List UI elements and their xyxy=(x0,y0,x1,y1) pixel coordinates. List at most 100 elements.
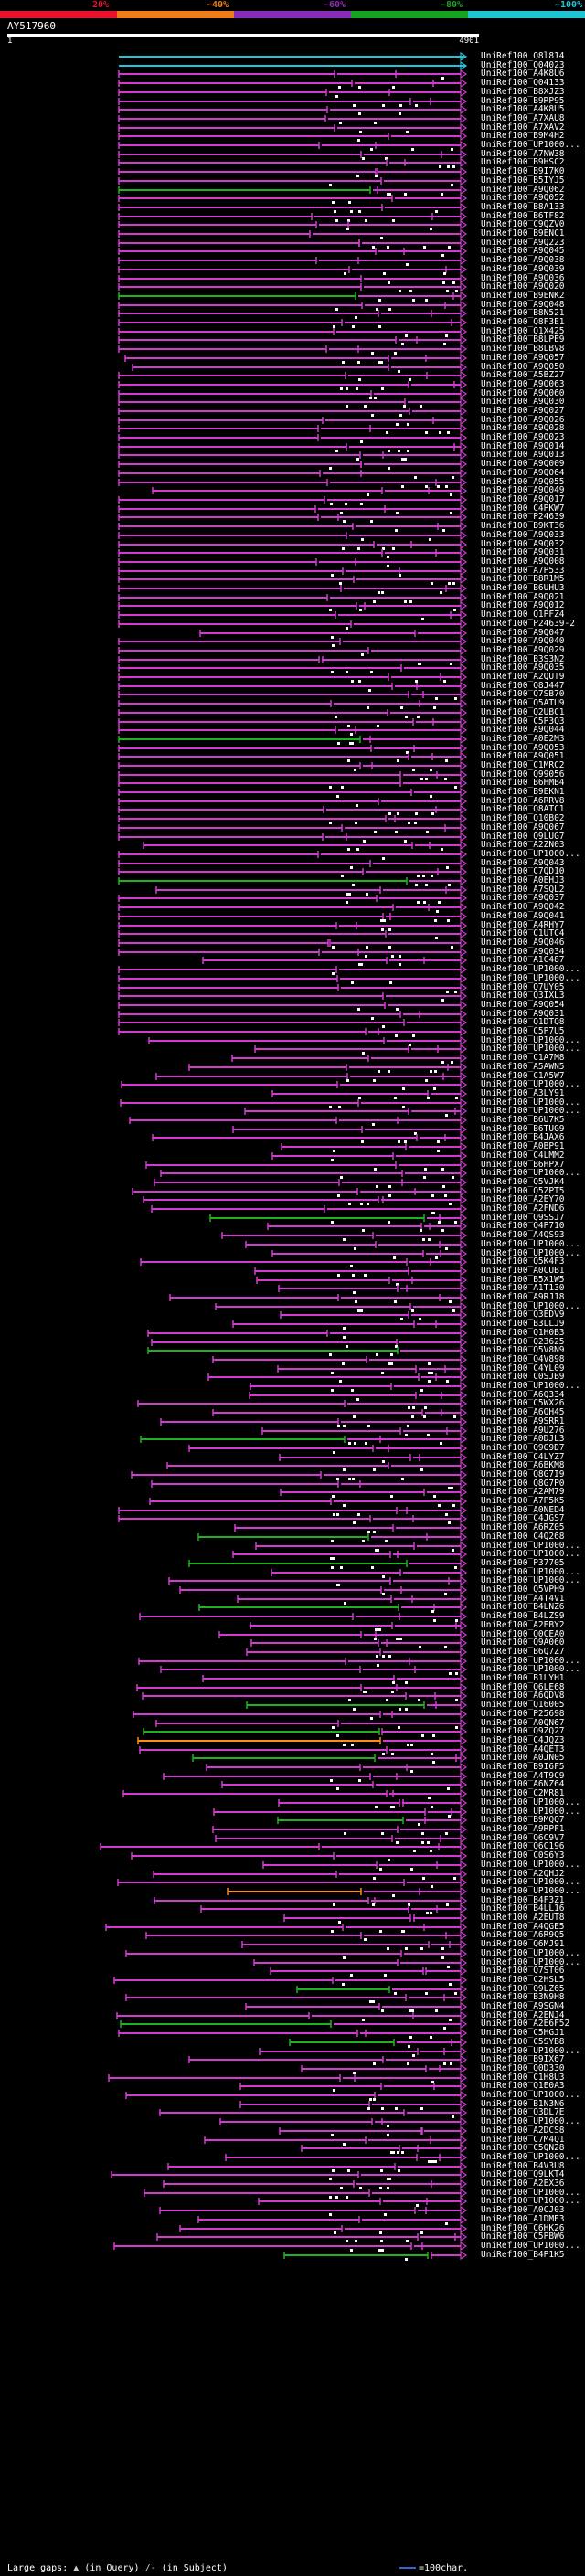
hit-link[interactable]: UniRef100_A9Q053 xyxy=(481,743,565,753)
hit-link[interactable]: UniRef100_B6UHU3 xyxy=(481,583,565,593)
hit-link[interactable]: UniRef100_A9Q067 xyxy=(481,822,565,832)
hit-link[interactable]: UniRef100_UP1000... xyxy=(481,1541,580,1551)
hit-link[interactable]: UniRef100_A4K8U6 xyxy=(481,69,565,79)
hit-link[interactable]: UniRef100_UP1000... xyxy=(481,2152,580,2162)
hit-link[interactable]: UniRef100_C5P3Q3 xyxy=(481,716,565,726)
hit-link[interactable]: UniRef100_A9RPF1 xyxy=(481,1824,565,1834)
hit-link[interactable]: UniRef100_A9Q032 xyxy=(481,539,565,549)
hit-link[interactable]: UniRef100_B9RP95 xyxy=(481,96,565,106)
hit-link[interactable]: UniRef100_A0CJ03 xyxy=(481,2205,565,2215)
hit-link[interactable]: UniRef100_C4PKW7 xyxy=(481,504,565,514)
hit-link[interactable]: UniRef100_C6HK26 xyxy=(481,2223,565,2233)
hit-link[interactable]: UniRef100_Q5VPH9 xyxy=(481,1585,565,1595)
hit-link[interactable]: UniRef100_A9Q034 xyxy=(481,947,565,957)
hit-link[interactable]: UniRef100_A9Q017 xyxy=(481,494,565,504)
hit-link[interactable]: UniRef100_UP1000... xyxy=(481,140,580,150)
hit-link[interactable]: UniRef100_A7XAV2 xyxy=(481,122,565,133)
hit-link[interactable]: UniRef100_B9MQQ7 xyxy=(481,1815,565,1825)
hit-link[interactable]: UniRef100_A9Q009 xyxy=(481,459,565,469)
hit-link[interactable]: UniRef100_A1DME3 xyxy=(481,2214,565,2224)
hit-link[interactable]: UniRef100_B5IYJ5 xyxy=(481,175,565,186)
hit-link[interactable]: UniRef100_C1A7M8 xyxy=(481,1053,565,1063)
hit-link[interactable]: UniRef100_Q9LKT4 xyxy=(481,2169,565,2179)
hit-link[interactable]: UniRef100_A9Q036 xyxy=(481,273,565,283)
hit-link[interactable]: UniRef100_B6TF82 xyxy=(481,211,565,221)
hit-link[interactable]: UniRef100_UP1000... xyxy=(481,2090,580,2100)
hit-link[interactable]: UniRef100_UP1000... xyxy=(481,1877,580,1887)
hit-link[interactable]: UniRef100_B9ENK2 xyxy=(481,291,565,301)
hit-link[interactable]: UniRef100_A2EY70 xyxy=(481,1194,565,1204)
hit-link[interactable]: UniRef100_A9Q223 xyxy=(481,238,565,248)
hit-link[interactable]: UniRef100_A9Q037 xyxy=(481,893,565,903)
hit-link[interactable]: UniRef100_A9U276 xyxy=(481,1426,565,1436)
hit-link[interactable]: UniRef100_A9SGN4 xyxy=(481,2001,565,2011)
hit-link[interactable]: UniRef100_Q6LE68 xyxy=(481,1682,565,1692)
hit-link[interactable]: UniRef100_C5SYB8 xyxy=(481,2037,565,2047)
hit-link[interactable]: UniRef100_Q04133 xyxy=(481,78,565,88)
hit-link[interactable]: UniRef100_Q7ST06 xyxy=(481,1966,565,1976)
hit-link[interactable]: UniRef100_B8N521 xyxy=(481,308,565,318)
hit-link[interactable]: UniRef100_Q8l814 xyxy=(481,51,565,61)
hit-link[interactable]: UniRef100_A9Q031 xyxy=(481,1009,565,1019)
hit-link[interactable]: UniRef100_A6QH45 xyxy=(481,1407,565,1417)
hit-link[interactable]: UniRef100_UP1000... xyxy=(481,1957,580,1967)
hit-link[interactable]: UniRef100_A9Q057 xyxy=(481,353,565,363)
hit-link[interactable]: UniRef100_A9Q008 xyxy=(481,557,565,567)
hit-link[interactable]: UniRef100_A7NW38 xyxy=(481,149,565,159)
hit-link[interactable]: UniRef100_UP1000... xyxy=(481,1106,580,1116)
hit-link[interactable]: UniRef100_Q1DTQ8 xyxy=(481,1017,565,1027)
hit-link[interactable]: UniRef100_Q2UBC1 xyxy=(481,707,565,717)
hit-link[interactable]: UniRef100_A2EX36 xyxy=(481,2178,565,2189)
hit-link[interactable]: UniRef100_A9Q050 xyxy=(481,362,565,372)
hit-link[interactable]: UniRef100_A7XAU8 xyxy=(481,113,565,123)
hit-link[interactable]: UniRef100_B9IX67 xyxy=(481,2054,565,2064)
hit-link[interactable]: UniRef100_Q6C196 xyxy=(481,1841,565,1851)
hit-link[interactable]: UniRef100_A0JN05 xyxy=(481,1753,565,1763)
hit-link[interactable]: UniRef100_A9Q042 xyxy=(481,902,565,912)
hit-link[interactable]: UniRef100_A9Q041 xyxy=(481,911,565,921)
hit-link[interactable]: UniRef100_C1H8U3 xyxy=(481,2072,565,2083)
hit-link[interactable]: UniRef100_UP1000... xyxy=(481,2116,580,2126)
hit-link[interactable]: UniRef100_Q5VJK4 xyxy=(481,1177,565,1187)
hit-link[interactable]: UniRef100_B4V3U8 xyxy=(481,2161,565,2171)
hit-link[interactable]: UniRef100_P25698 xyxy=(481,1709,565,1719)
hit-link[interactable]: UniRef100_A6Q334 xyxy=(481,1390,565,1400)
hit-link[interactable]: UniRef100_A0QN67 xyxy=(481,1718,565,1728)
hit-link[interactable]: UniRef100_UP1000... xyxy=(481,2241,580,2251)
hit-link[interactable]: UniRef100_UP1000... xyxy=(481,1549,580,1559)
hit-link[interactable]: UniRef100_C4LYZ7 xyxy=(481,1452,565,1462)
hit-link[interactable]: UniRef100_Q5ATU9 xyxy=(481,698,565,708)
hit-link[interactable]: UniRef100_A9Q029 xyxy=(481,645,565,655)
hit-link[interactable]: UniRef100_A4RHY7 xyxy=(481,920,565,930)
hit-link[interactable]: UniRef100_B9I6F5 xyxy=(481,1762,565,1772)
hit-link[interactable]: UniRef100_A4QET3 xyxy=(481,1744,565,1754)
hit-link[interactable]: UniRef100_A9Q064 xyxy=(481,468,565,478)
hit-link[interactable]: UniRef100_Q99056 xyxy=(481,769,565,779)
hit-link[interactable]: UniRef100_UP1000... xyxy=(481,1168,580,1178)
hit-link[interactable]: UniRef100_Q6MJ91 xyxy=(481,1939,565,1949)
hit-link[interactable]: UniRef100_A1T130 xyxy=(481,1283,565,1293)
hit-link[interactable]: UniRef100_A0BP91 xyxy=(481,1141,565,1151)
hit-link[interactable]: UniRef100_A6RRV8 xyxy=(481,796,565,806)
hit-link[interactable]: UniRef100_A9RJ18 xyxy=(481,1292,565,1302)
hit-link[interactable]: UniRef100_A6NZ64 xyxy=(481,1779,565,1789)
hit-link[interactable]: UniRef100_A2EBY2 xyxy=(481,1620,565,1630)
hit-link[interactable]: UniRef100_B8XJZ3 xyxy=(481,87,565,97)
hit-link[interactable]: UniRef100_A9Q039 xyxy=(481,264,565,274)
hit-link[interactable]: UniRef100_Q9G9D7 xyxy=(481,1443,565,1453)
hit-link[interactable]: UniRef100_C2HSL5 xyxy=(481,1975,565,1985)
hit-link[interactable]: UniRef100_UP1000... xyxy=(481,1079,580,1089)
hit-link[interactable]: UniRef100_Q6C9V7 xyxy=(481,1833,565,1843)
hit-link[interactable]: UniRef100_B4P1K5 xyxy=(481,2250,565,2260)
hit-link[interactable]: UniRef100_A6QDV8 xyxy=(481,1691,565,1701)
hit-link[interactable]: UniRef100_Q9SSJ7 xyxy=(481,1213,565,1223)
hit-link[interactable]: UniRef100_A4K8U5 xyxy=(481,104,565,114)
hit-link[interactable]: UniRef100_UP1000... xyxy=(481,1807,580,1817)
hit-link[interactable]: UniRef100_UP1000... xyxy=(481,1886,580,1896)
hit-link[interactable]: UniRef100_UP1000... xyxy=(481,2188,580,2198)
hit-link[interactable]: UniRef100_A9Q047 xyxy=(481,628,565,638)
hit-link[interactable]: UniRef100_A2ENJ4 xyxy=(481,2010,565,2020)
hit-link[interactable]: UniRef100_A9Q060 xyxy=(481,388,565,398)
hit-link[interactable]: UniRef100_B8R1M5 xyxy=(481,574,565,584)
hit-link[interactable]: UniRef100_A2E6F52 xyxy=(481,2019,570,2029)
